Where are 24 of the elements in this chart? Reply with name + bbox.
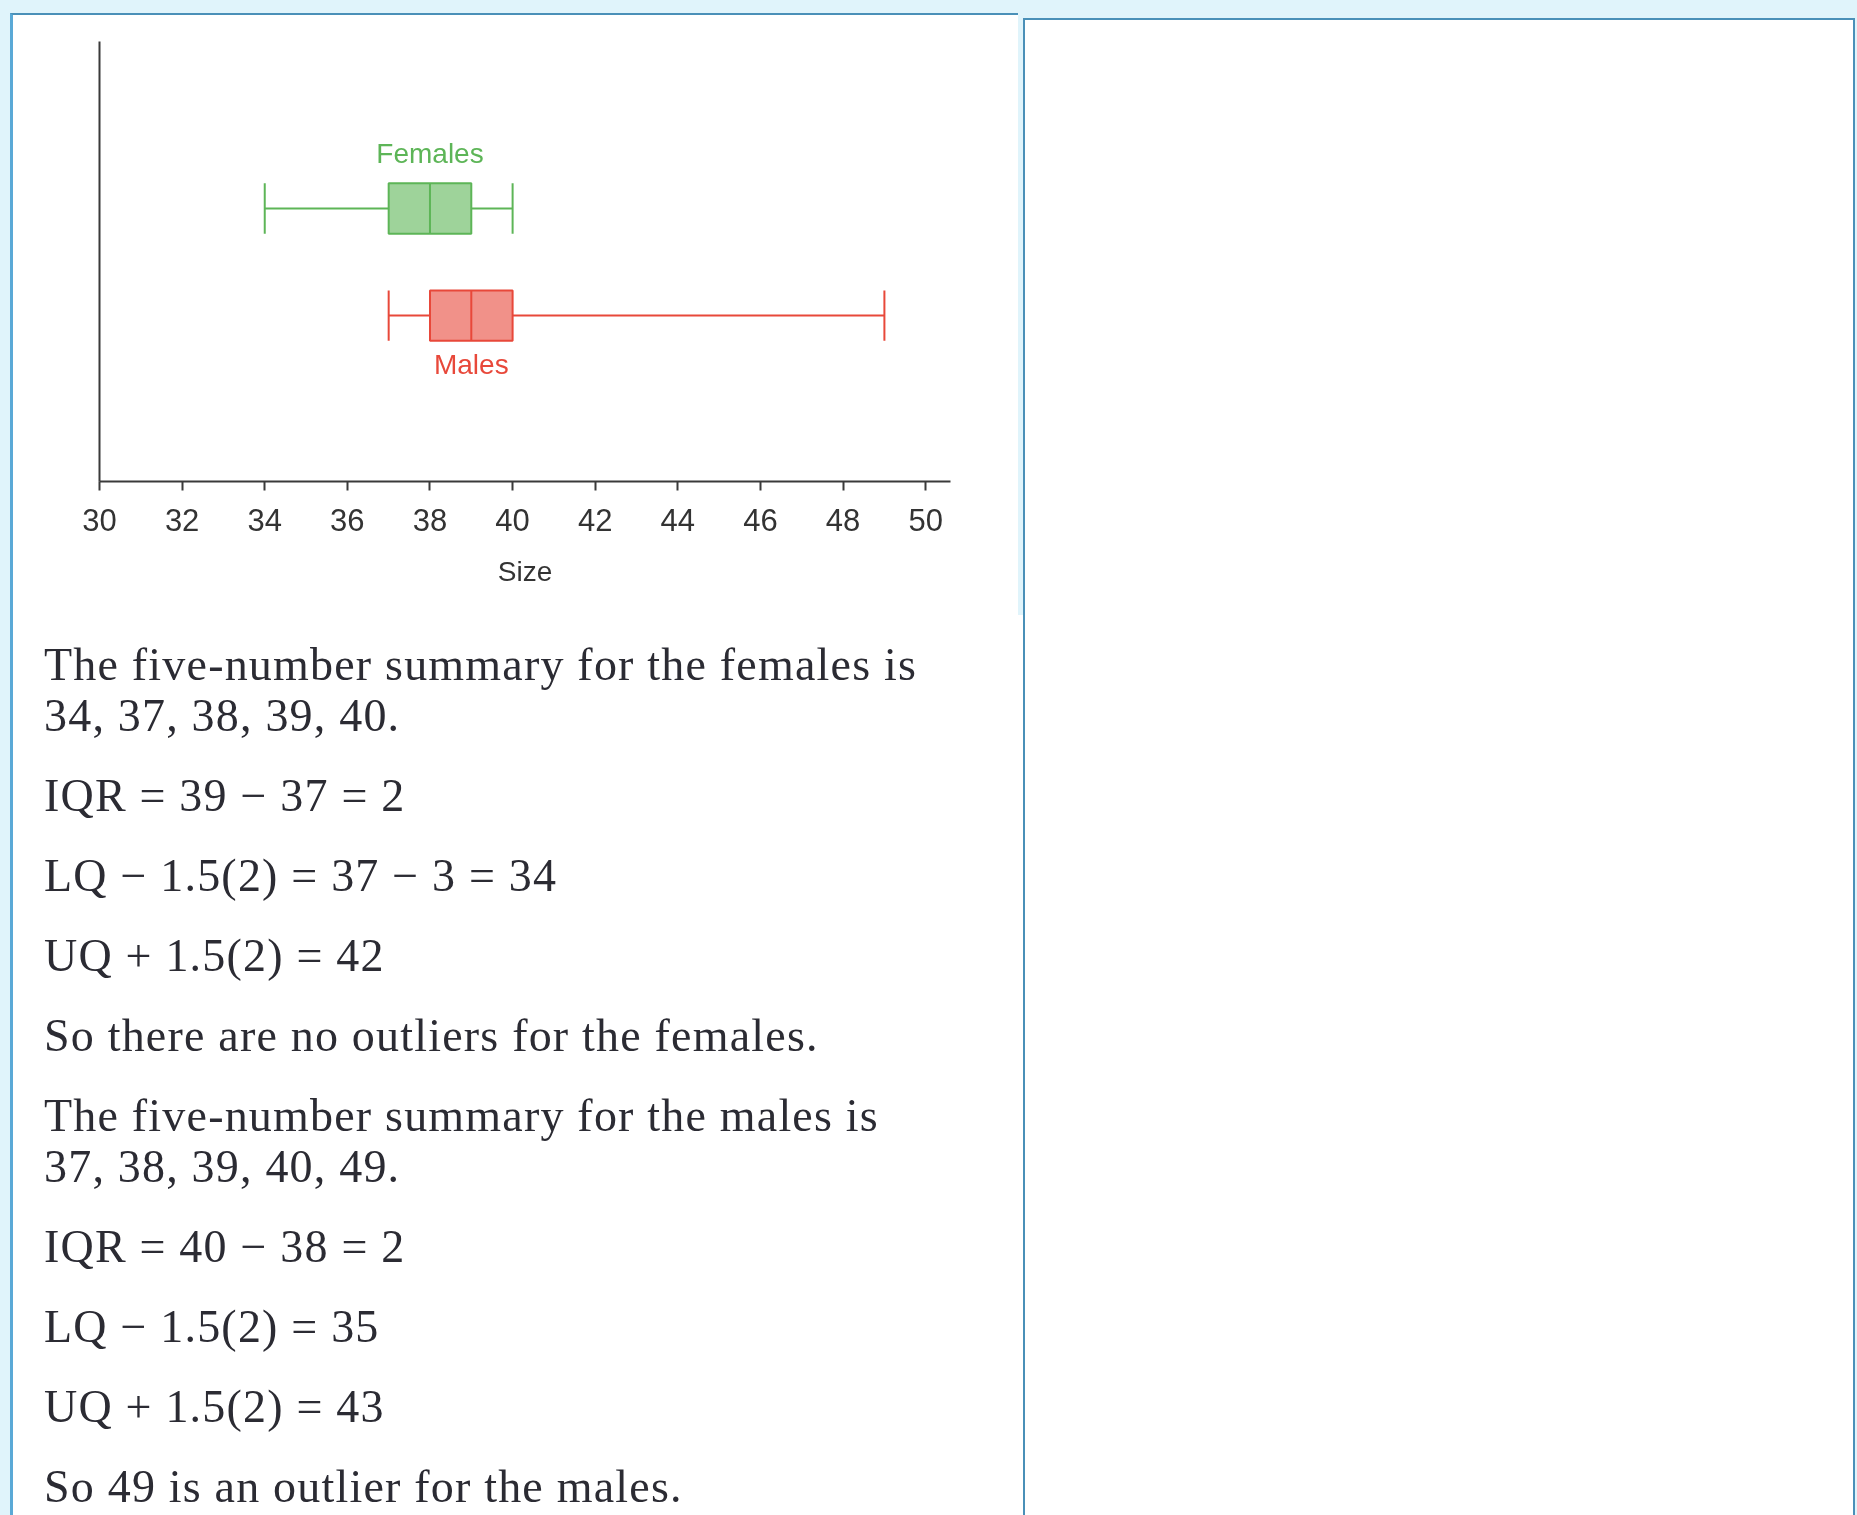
- x-tick-label: 32: [164, 502, 200, 538]
- text: UQ + 1.5(2) = 42: [44, 930, 386, 981]
- x-tick-label: 48: [825, 502, 861, 538]
- text: LQ − 1.5(2) = 35: [44, 1301, 381, 1352]
- x-tick-label: 40: [495, 502, 530, 538]
- text: So 49 is an outlier for the males.: [44, 1461, 684, 1512]
- x-tick-label: 44: [660, 502, 696, 538]
- x-tick-label: 42: [577, 502, 613, 538]
- series-label: Males: [433, 349, 509, 381]
- text: IQR = 39 − 37 = 2: [44, 770, 407, 821]
- x-tick-label: 36: [330, 502, 365, 538]
- text: LQ − 1.5(2) = 37 − 3 = 34: [44, 850, 559, 901]
- x-tick-label: 38: [412, 502, 448, 538]
- x-tick-label: 50: [908, 502, 943, 538]
- x-axis-title: Size: [497, 555, 553, 587]
- x-tick-label: 34: [247, 502, 282, 538]
- text: So there are no outliers for the females.: [44, 1010, 820, 1061]
- x-tick-label: 30: [82, 502, 117, 538]
- text: IQR = 40 − 38 = 2: [44, 1221, 407, 1272]
- x-tick-label: 46: [743, 502, 778, 538]
- text: UQ + 1.5(2) = 43: [44, 1381, 386, 1432]
- text: The five-number summary for the males is 37, 38, 39, 40, 49.: [44, 1090, 880, 1192]
- series-label: Females: [376, 138, 484, 170]
- text: The five-number summary for the females is 34, 37, 38, 39, 40.: [44, 639, 918, 741]
